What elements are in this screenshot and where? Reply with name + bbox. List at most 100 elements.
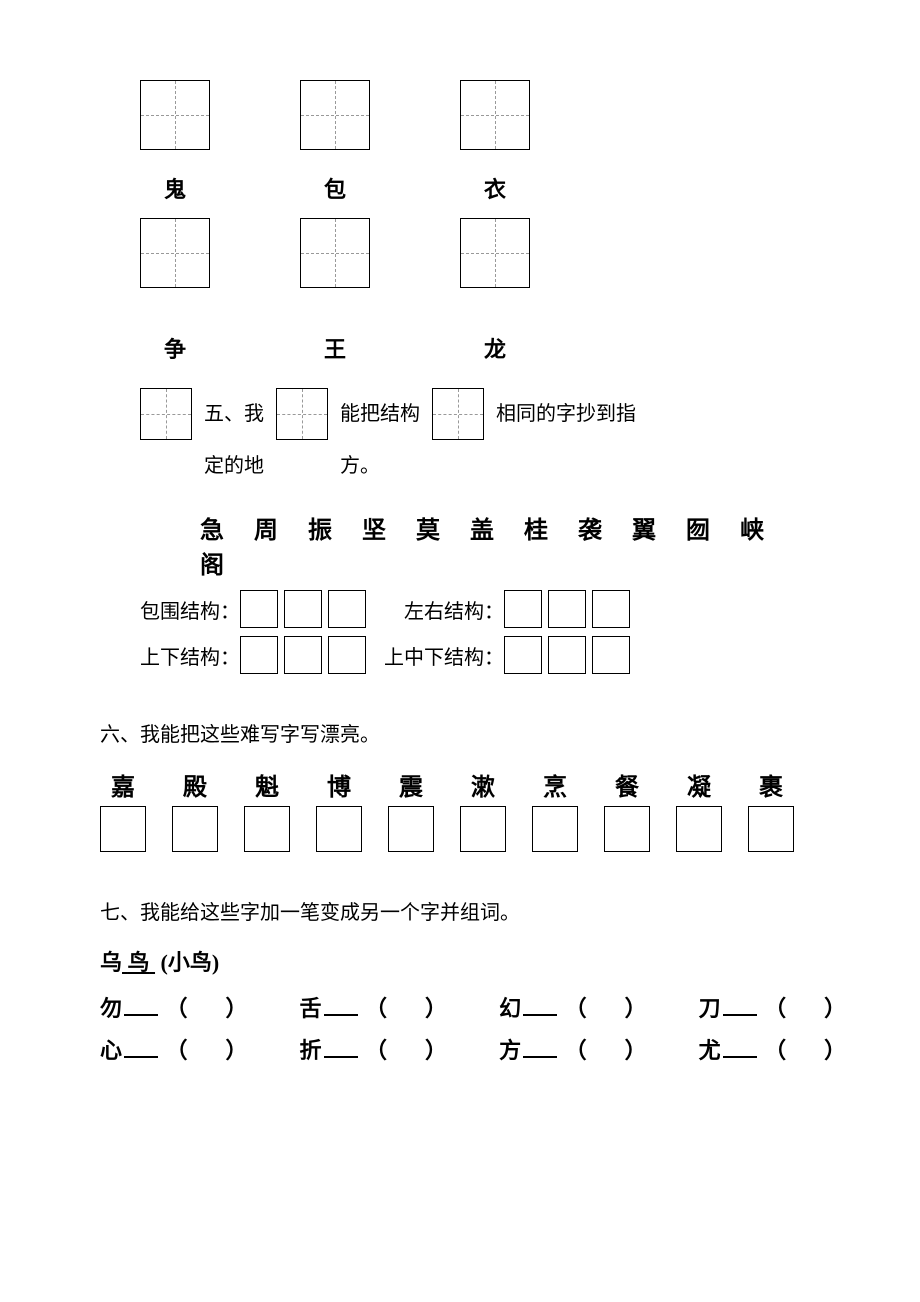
answer-box[interactable] [172,806,218,852]
char-label: 衣 [484,172,506,204]
q7-paren[interactable]: （ ） [365,1033,455,1065]
q6-char: 餐 [604,767,650,802]
mizige-box [140,80,210,150]
q7-blank[interactable] [124,1056,158,1058]
q5-struct-label: 左右结构： [404,595,504,624]
q7-blank[interactable] [723,1056,757,1058]
answer-box[interactable] [604,806,650,852]
grid-col: 包 [300,158,370,288]
q5-title-part: 相同的字抄到指 [496,399,636,429]
q7-paren[interactable]: （ ） [166,991,256,1023]
answer-box[interactable] [388,806,434,852]
q7-blank[interactable] [324,1014,358,1016]
answer-box[interactable] [240,636,278,674]
label-row-2: 争 王 龙 [140,318,820,378]
q7-paren[interactable]: （ ） [764,1033,854,1065]
q7-char: 折 [300,1033,322,1065]
q5-title-part: 定的地 [204,451,264,481]
q5-struct-group: 上中下结构： [384,636,630,674]
q7-item: 方 （ ） [499,1033,655,1065]
q6-char: 漱 [460,767,506,802]
q5-struct-label: 上中下结构： [384,641,504,670]
q6-char: 震 [388,767,434,802]
q7-char: 幻 [499,991,521,1023]
char-label: 龙 [460,332,530,364]
q6-char: 裹 [748,767,794,802]
q7-item: 心 （ ） [100,1033,256,1065]
q6-char: 嘉 [100,767,146,802]
q7-example-src: 乌 [100,950,122,975]
q5-struct-boxes [240,590,366,628]
answer-box[interactable] [284,590,322,628]
q5-title-part: 方。 [340,451,380,481]
q6-char: 魁 [244,767,290,802]
q7-char: 刀 [699,991,721,1023]
q5-title-cell: 相同的字抄到指 [432,388,648,440]
answer-box[interactable] [328,636,366,674]
q7-paren[interactable]: （ ） [365,991,455,1023]
answer-box[interactable] [548,636,586,674]
answer-box[interactable] [328,590,366,628]
q6-char: 凝 [676,767,722,802]
mizige-box [460,218,530,288]
q7-row: 勿 （ ）舌 （ ）幻 （ ）刀 （ ） [100,991,820,1023]
q7-blank[interactable] [523,1056,557,1058]
label-grid-row-1: 鬼 包 衣 [140,158,820,288]
answer-box[interactable] [504,590,542,628]
q7-char: 心 [100,1033,122,1065]
answer-box[interactable] [748,806,794,852]
q7-item: 幻 （ ） [499,991,655,1023]
q7-paren[interactable]: （ ） [166,1033,256,1065]
answer-box[interactable] [532,806,578,852]
q7-char: 舌 [300,991,322,1023]
answer-box[interactable] [240,590,278,628]
answer-box[interactable] [244,806,290,852]
q5-title-part: 五、我 [204,399,264,429]
q7-row: 心 （ ）折 （ ）方 （ ）尤 （ ） [100,1033,820,1065]
q6-char: 殿 [172,767,218,802]
mizige-box [276,388,328,440]
answer-box[interactable] [548,590,586,628]
q5-struct-group: 包围结构： [140,590,366,628]
q5-characters: 急 周 振 坚 莫 盖 桂 袭 翼 囫 峡 阁 [200,510,820,580]
answer-box[interactable] [504,636,542,674]
q7-blank[interactable] [523,1014,557,1016]
answer-box[interactable] [460,806,506,852]
q7-blank[interactable] [124,1014,158,1016]
q7-paren[interactable]: （ ） [565,1033,655,1065]
char-label: 包 [324,172,346,204]
q5-struct-row: 上下结构： 上中下结构： [100,636,820,674]
q7-item: 刀 （ ） [699,991,855,1023]
q5-title-cell: 五、我 定的地 [140,388,276,492]
q5-struct-group: 上下结构： [140,636,366,674]
q5-struct-boxes [240,636,366,674]
answer-box[interactable] [592,636,630,674]
q7-item: 勿 （ ） [100,991,256,1023]
char-label: 鬼 [164,172,186,204]
q7-item: 折 （ ） [300,1033,456,1065]
q5-struct-row: 包围结构： 左右结构： [100,590,820,628]
answer-box[interactable] [316,806,362,852]
q7-blank[interactable] [723,1014,757,1016]
q7-item: 舌 （ ） [300,991,456,1023]
q7-example-word: (小鸟) [161,950,220,975]
answer-box[interactable] [284,636,322,674]
q7-char: 尤 [699,1033,721,1065]
q7-paren[interactable]: （ ） [764,991,854,1023]
answer-box[interactable] [592,590,630,628]
grid-col: 衣 [460,158,530,288]
q5-struct-label: 包围结构： [140,595,240,624]
q5-title-part: 能把结构 [340,399,420,429]
answer-box[interactable] [100,806,146,852]
q5-struct-label: 上下结构： [140,641,240,670]
q5-struct-boxes [504,636,630,674]
q5-title-cell: 能把结构 方。 [276,388,432,492]
mizige-box [432,388,484,440]
q7-char: 勿 [100,991,122,1023]
answer-box[interactable] [676,806,722,852]
q5-struct-boxes [504,590,630,628]
mizige-box [300,80,370,150]
q7-paren[interactable]: （ ） [565,991,655,1023]
q6-char: 博 [316,767,362,802]
q7-blank[interactable] [324,1056,358,1058]
